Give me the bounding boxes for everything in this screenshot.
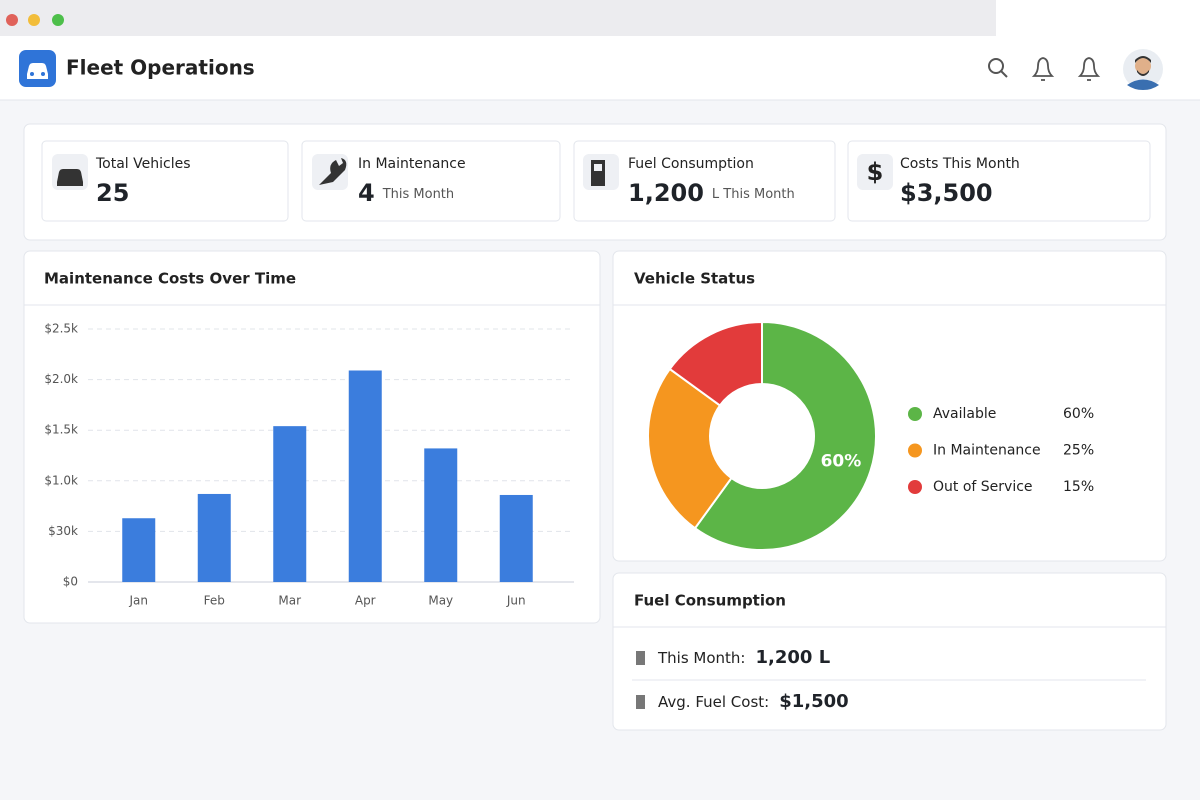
stat-icon-bg (312, 154, 348, 190)
x-tick-label: May (428, 594, 453, 608)
maximize-dot[interactable] (52, 14, 64, 26)
pie-slice (693, 320, 877, 551)
stat-note: L This Month (712, 187, 795, 202)
fuel-panel (612, 572, 1167, 731)
stat-note: This Month (382, 187, 454, 202)
close-dot[interactable] (6, 14, 18, 26)
x-tick-label: Jan (129, 594, 149, 608)
fuel-row-value: $1,500 (779, 691, 848, 712)
x-tick-label: Apr (355, 594, 376, 608)
fuel-row-label: Avg. Fuel Cost: (658, 693, 769, 711)
legend-label: Available (933, 406, 996, 422)
fuel-row-icon (636, 651, 645, 665)
fuel-row: Avg. Fuel Cost: $1,500 (658, 691, 849, 712)
window-bar-end (996, 0, 1200, 36)
x-tick-label: Mar (278, 594, 301, 608)
pie-slice (668, 320, 763, 407)
bell-icon[interactable] (1031, 57, 1055, 81)
bar (499, 494, 533, 582)
stat-card (847, 140, 1151, 222)
car-icon (57, 169, 83, 186)
stat-value: 25 (96, 179, 129, 207)
y-tick-label: $1.0k (44, 473, 78, 487)
fuel-icon (591, 160, 605, 186)
bar (197, 493, 231, 582)
y-tick-label: $0 (63, 575, 78, 589)
wrench-icon (319, 158, 347, 185)
bar (348, 370, 382, 582)
bar (122, 518, 156, 582)
stat-label: Total Vehicles (95, 156, 191, 172)
bar (273, 426, 307, 582)
legend-value: 15% (1063, 479, 1094, 495)
y-tick-label: $30k (48, 524, 78, 538)
panel-title: Vehicle Status (634, 270, 755, 288)
y-tick-label: $2.0k (44, 372, 78, 386)
stat-card (573, 140, 836, 222)
bar (424, 448, 458, 582)
fuel-row-icon (636, 695, 645, 709)
logo-car (27, 63, 48, 79)
y-tick-label: $2.5k (44, 322, 78, 336)
stat-icon-bg (857, 154, 893, 190)
stat-label: Fuel Consumption (628, 156, 754, 172)
logo-wheel (41, 72, 45, 76)
header (0, 36, 1200, 100)
bell-icon[interactable] (1077, 57, 1101, 81)
slice-label: 60% (821, 452, 862, 472)
panel-title: Fuel Consumption (634, 592, 786, 610)
stat-label: In Maintenance (358, 156, 466, 172)
legend-label: Out of Service (933, 479, 1033, 495)
y-tick-label: $1.5k (44, 423, 78, 437)
stat-number: 1,200 (628, 179, 704, 207)
stat-value: $3,500 (900, 179, 993, 207)
logo-wheel (30, 72, 34, 76)
stat-label: Costs This Month (900, 156, 1020, 172)
legend-dot (908, 407, 922, 421)
search-icon[interactable] (988, 58, 1008, 78)
fuel-row-value: 1,200 L (756, 647, 831, 668)
legend-value: 25% (1063, 443, 1094, 459)
stat-value: 1,200 L This Month (628, 179, 795, 207)
stat-value: 4 This Month (358, 179, 454, 207)
pie-slice (647, 367, 733, 530)
fuel-row: This Month: 1,200 L (657, 647, 830, 668)
stat-number: 4 (358, 179, 375, 207)
stat-number: $3,500 (900, 179, 993, 207)
x-tick-label: Jun (506, 594, 526, 608)
app-title: Fleet Operations (66, 56, 255, 80)
stat-card (301, 140, 561, 222)
fuel-row-label: This Month: (657, 649, 746, 667)
stat-card (41, 140, 289, 222)
legend-value: 60% (1063, 406, 1094, 422)
stat-number: 25 (96, 179, 129, 207)
avatar[interactable] (1123, 49, 1163, 90)
legend-label: In Maintenance (933, 443, 1041, 459)
panel-title: Maintenance Costs Over Time (44, 270, 296, 288)
minimize-dot[interactable] (28, 14, 40, 26)
legend-dot (908, 480, 922, 494)
x-tick-label: Feb (204, 594, 225, 608)
dollar-icon: $ (867, 158, 884, 186)
legend-dot (908, 443, 922, 458)
